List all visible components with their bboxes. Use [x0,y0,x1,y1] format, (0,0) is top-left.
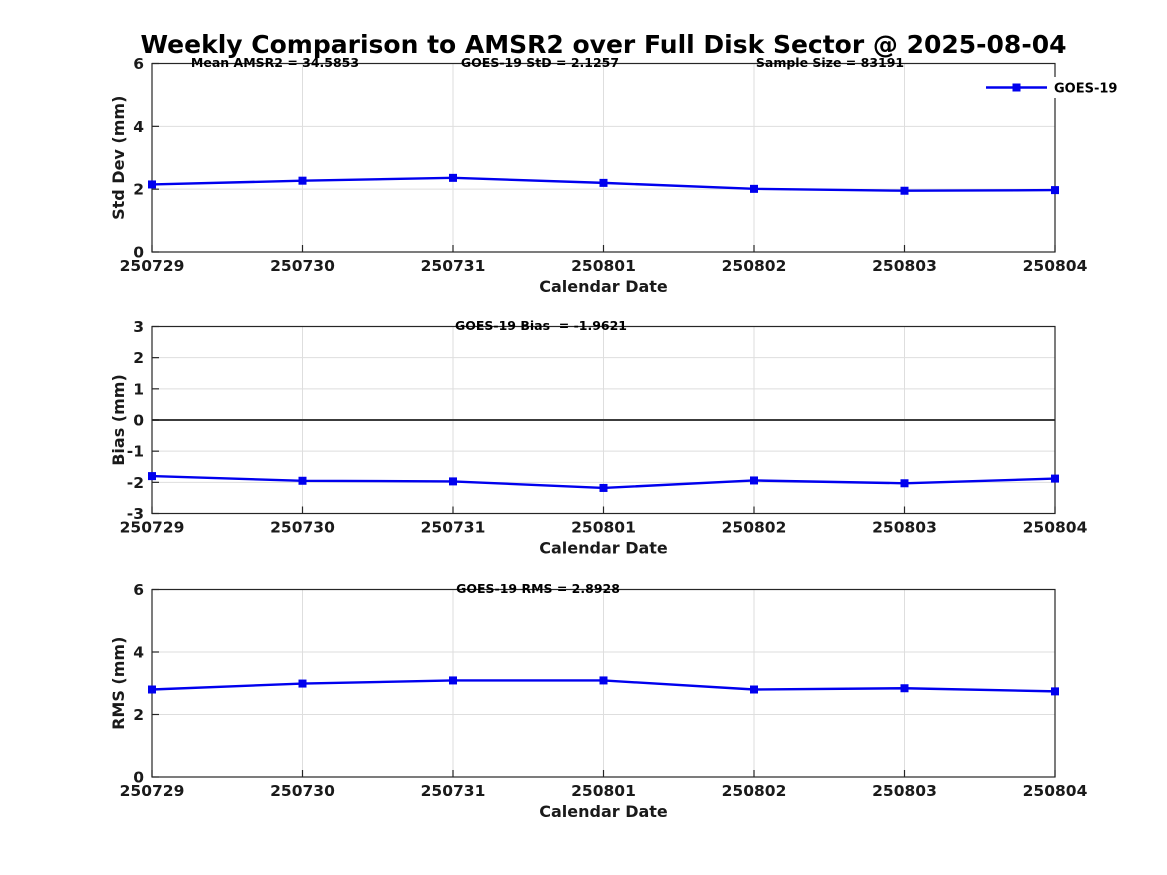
series-marker [148,180,156,189]
series-marker [449,676,457,685]
x-tick-label: 250804 [1023,519,1088,537]
y-tick-label: 2 [133,181,144,199]
series-marker [599,483,608,492]
x-tick-label: 250802 [722,519,787,537]
x-tick-label: 250729 [120,782,185,800]
x-tick-label: 250730 [270,257,335,275]
series-marker [449,173,457,182]
series-marker [298,176,307,185]
annotation-text: Mean AMSR2 = 34.5853 [191,55,359,70]
x-tick-label: 250802 [722,257,787,275]
x-tick-label: 250801 [571,519,636,537]
y-tick-label: 6 [133,581,144,599]
figure-title: Weekly Comparison to AMSR2 over Full Dis… [140,30,1067,59]
x-axis-label: Calendar Date [539,277,668,296]
x-tick-label: 250804 [1023,257,1088,275]
x-axis-label: Calendar Date [539,539,668,558]
y-tick-label: 3 [133,318,144,336]
x-tick-label: 250731 [421,782,486,800]
y-tick-label: -2 [127,474,144,492]
y-axis-label: Bias (mm) [109,374,128,466]
x-tick-label: 250730 [270,519,335,537]
x-tick-label: 250803 [872,782,937,800]
series-marker [900,479,909,488]
x-tick-label: 250803 [872,519,937,537]
x-axis-label: Calendar Date [539,802,668,821]
x-tick-label: 250802 [722,782,787,800]
legend-label: GOES-19 [1054,82,1117,97]
y-tick-label: 2 [133,706,144,724]
x-tick-label: 250730 [270,782,335,800]
series-marker [449,477,457,486]
annotation-text: GOES-19 StD = 2.1257 [461,55,619,70]
panel-rms: 250729 250730 250731 250801 250802 250803 2508… [109,581,1088,821]
y-tick-label: 4 [133,644,144,662]
y-tick-label: 2 [133,349,144,367]
y-axis-label: Std Dev (mm) [109,96,128,220]
legend-background [978,77,1126,98]
y-tick-label: 4 [133,118,144,136]
series-marker [750,184,758,193]
annotation-text: GOES-19 Bias = -1.9621 [455,318,627,333]
series-marker [900,684,909,693]
panel-std-dev: 250729 250730 250731 250801 250802 250803 2508… [109,55,1126,296]
x-tick-label: 250803 [872,257,937,275]
y-tick-label: 1 [133,380,144,398]
y-tick-label: 0 [133,244,144,262]
y-axis-label: RMS (mm) [109,637,128,730]
y-tick-label: -3 [127,505,144,523]
series-marker [599,676,608,685]
x-tick-label: 250801 [571,782,636,800]
y-tick-label: 6 [133,55,144,73]
x-tick-label: 250731 [421,257,486,275]
series-marker [148,472,156,481]
series-marker [148,685,156,694]
series-marker [750,476,758,485]
legend-marker [1012,83,1021,92]
x-tick-label: 250801 [571,257,636,275]
x-tick-label: 250729 [120,519,185,537]
series-marker [298,476,307,485]
x-tick-label: 250804 [1023,782,1088,800]
series-marker [298,679,307,688]
y-tick-label: 0 [133,769,144,787]
x-tick-label: 250729 [120,257,185,275]
series-marker [1051,186,1059,195]
x-tick-label: 250731 [421,519,486,537]
series-marker [1051,474,1059,483]
series-marker [1051,687,1059,696]
annotation-text: GOES-19 RMS = 2.8928 [456,581,620,596]
y-tick-label: -1 [127,443,144,461]
legend: GOES-19 [978,77,1126,98]
y-tick-label: 0 [133,412,144,430]
series-marker [599,178,608,187]
series-marker [900,186,909,195]
panel-bias: 250729 250730 250731 250801 250802 250803 2508… [109,318,1088,558]
annotation-text: Sample Size = 83191 [756,55,904,70]
series-marker [750,685,758,694]
